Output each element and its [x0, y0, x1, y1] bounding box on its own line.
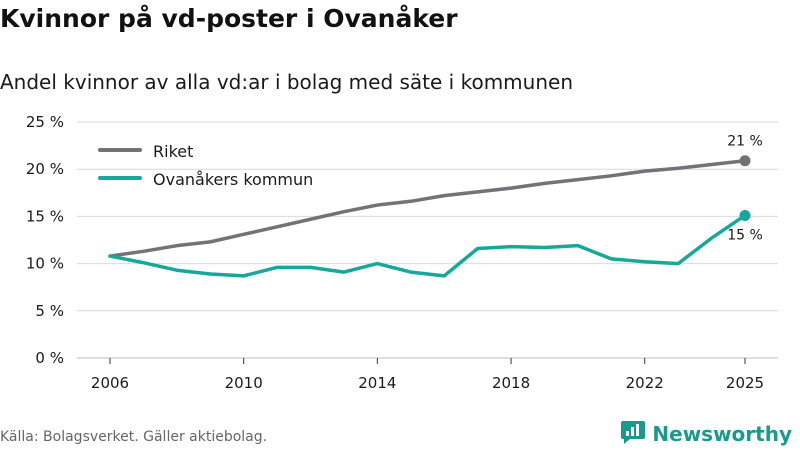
series-lines: 21 % 15 % [108, 134, 763, 278]
y-tick-label: 0 % [35, 349, 64, 367]
x-tick-label: 2006 [91, 374, 129, 392]
x-tick-label: 2025 [726, 374, 764, 392]
series-line-kommun [108, 213, 747, 278]
legend: Riket Ovanåkers kommun [98, 142, 313, 189]
x-tick-label: 2022 [626, 374, 664, 392]
end-point-kommun [739, 209, 751, 221]
chart-title: Kvinnor på vd-poster i Ovanåker [0, 4, 458, 33]
x-tick-label: 2018 [492, 374, 530, 392]
y-tick-label: 25 % [26, 113, 64, 131]
brand-name: Newsworthy [652, 422, 792, 446]
legend-label-kommun: Ovanåkers kommun [153, 170, 313, 189]
legend-label-riket: Riket [153, 142, 193, 161]
y-tick-label: 5 % [35, 302, 64, 320]
end-point-riket [739, 155, 751, 167]
source-note: Källa: Bolagsverket. Gäller aktiebolag. [0, 429, 268, 445]
chart-subtitle: Andel kvinnor av alla vd:ar i bolag med … [0, 70, 573, 94]
x-tick-label: 2010 [225, 374, 263, 392]
y-tick-label: 10 % [26, 255, 64, 273]
x-tick-label: 2014 [358, 374, 396, 392]
brand-logo: Newsworthy [620, 419, 792, 449]
y-tick-label: 15 % [26, 207, 64, 225]
x-axis-ticks: 2006 2010 2014 2018 2022 2025 [91, 358, 764, 392]
y-tick-label: 20 % [26, 160, 64, 178]
end-label-riket: 21 % [727, 134, 763, 150]
line-chart: 0 %5 %10 %15 %20 %25 % 2006 2010 2014 2018 2… [26, 113, 778, 392]
newsworthy-logo-icon [620, 419, 646, 449]
end-label-kommun: 15 % [727, 227, 763, 243]
series-line-riket [108, 158, 747, 258]
y-axis-ticks: 0 % 5 % 10 % 15 % 20 % 25 % [26, 113, 64, 367]
